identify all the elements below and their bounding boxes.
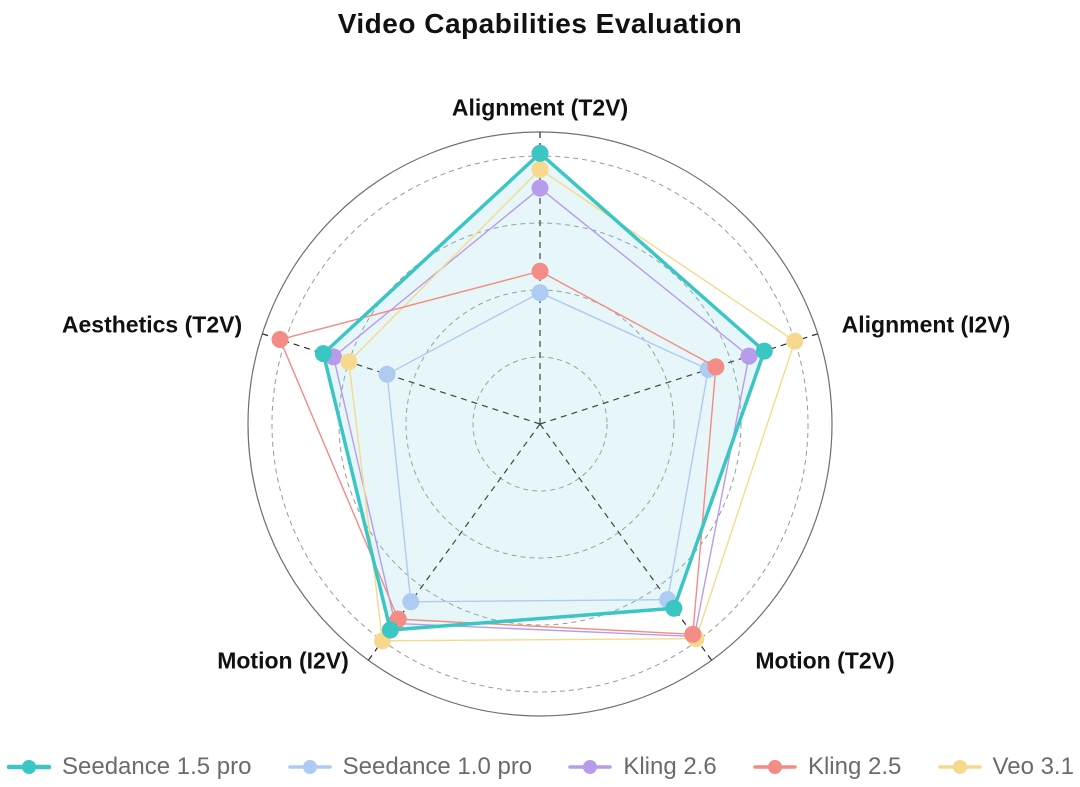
legend-label: Seedance 1.0 pro — [342, 753, 533, 780]
series-outline — [348, 168, 796, 642]
legend-label: Kling 2.6 — [623, 753, 717, 780]
data-point-marker — [707, 358, 725, 376]
legend-item-seedance-1-0-pro: Seedance 1.0 pro — [287, 753, 532, 781]
kling-2-6-line-marker-icon — [568, 760, 613, 774]
data-point-marker — [531, 284, 549, 302]
axis-label-aesthetics-t2v: Aesthetics (T2V) — [61, 311, 243, 338]
legend-label: Veo 3.1 — [992, 753, 1074, 780]
data-point-marker — [531, 262, 549, 280]
data-point-marker — [531, 179, 549, 197]
data-point-marker — [684, 625, 702, 643]
axis-spoke-line — [539, 423, 713, 661]
veo-3-1-line-marker-icon — [937, 760, 982, 774]
axis-spoke-line — [262, 333, 541, 425]
axis-label-alignment-t2v: Alignment (T2V) — [451, 94, 629, 121]
series-outline — [386, 291, 709, 603]
data-point-marker — [755, 342, 773, 360]
data-point-marker — [271, 331, 289, 349]
seedance-1-0-pro-line-marker-icon — [287, 760, 332, 774]
chart-title: Video Capabilities Evaluation — [337, 8, 743, 39]
data-point-marker — [402, 593, 420, 611]
data-point-marker — [665, 599, 683, 617]
legend-item-veo-3-1: Veo 3.1 — [937, 753, 1074, 781]
series-outline — [279, 270, 717, 636]
legend-label: Kling 2.5 — [807, 753, 902, 780]
series-outline — [332, 187, 750, 638]
data-point-marker — [531, 144, 549, 162]
legend-label: Seedance 1.5 pro — [62, 753, 252, 780]
data-point-marker — [740, 347, 758, 365]
axis-label-motion-t2v: Motion (T2V) — [755, 647, 895, 674]
legend-item-kling-2-6: Kling 2.6 — [567, 753, 717, 781]
data-point-marker — [786, 332, 804, 350]
axis-label-motion-i2v: Motion (I2V) — [217, 647, 349, 674]
legend-item-kling-2-5: Kling 2.5 — [752, 753, 901, 781]
axis-label-alignment-i2v: Alignment (I2V) — [841, 311, 1011, 338]
legend-item-seedance-1-5-pro: Seedance 1.5 pro — [6, 753, 251, 781]
chart-legend: Seedance 1.5 pro Seedance 1.0 pro Kling … — [0, 753, 1080, 781]
data-point-marker — [314, 345, 332, 363]
data-point-marker — [531, 160, 549, 178]
data-point-marker — [340, 353, 358, 371]
series-area-fill — [323, 153, 765, 630]
seedance-1-5-pro-line-marker-icon — [6, 760, 52, 774]
kling-2-5-line-marker-icon — [753, 760, 797, 774]
data-point-marker — [381, 621, 399, 639]
data-point-marker — [378, 365, 396, 383]
series-outline — [321, 151, 767, 632]
